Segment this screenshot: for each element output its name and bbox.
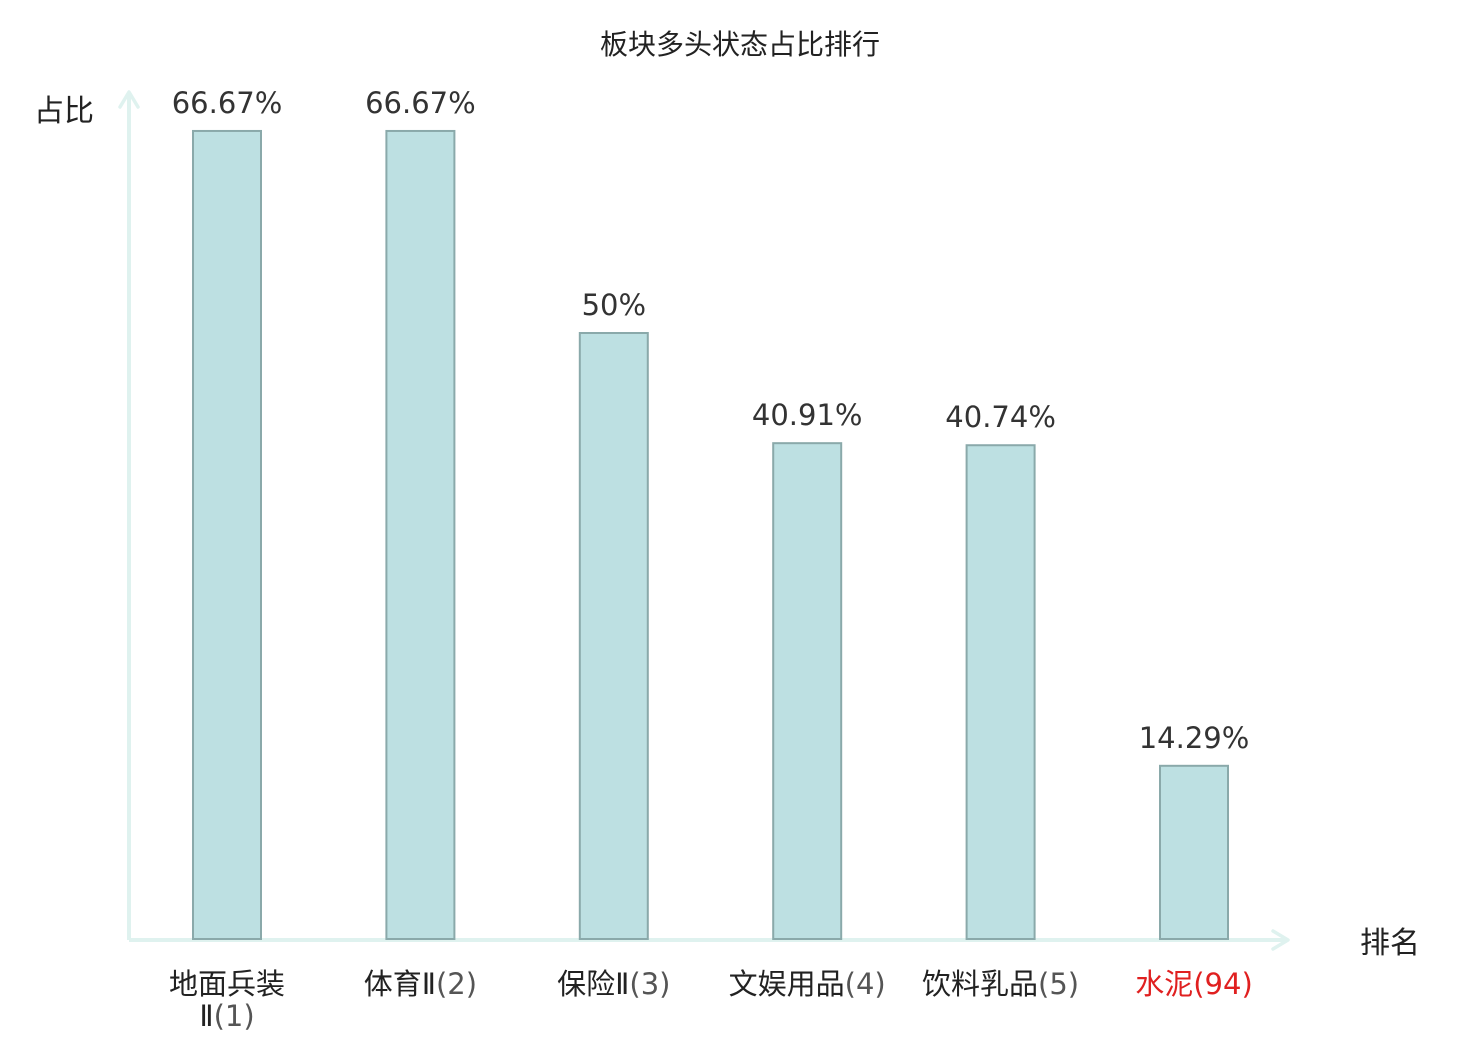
chart-title: 板块多头状态占比排行 xyxy=(600,28,880,61)
x-tick-label-name: 体育Ⅱ xyxy=(364,967,436,1001)
x-tick-label-name: 饮料乳品 xyxy=(922,967,1038,1001)
bar xyxy=(385,129,456,940)
x-tick-label: 体育Ⅱ(2) xyxy=(364,967,477,1001)
x-tick-label-rank: (94) xyxy=(1193,967,1253,1001)
x-tick-label-name: 水泥 xyxy=(1135,967,1193,1001)
bar xyxy=(192,129,262,940)
x-axis-label: 排名 xyxy=(1360,926,1420,961)
bar xyxy=(965,444,1036,940)
x-tick-label-rank: (3) xyxy=(629,967,670,1001)
bar-value-label: 40.91% xyxy=(752,398,863,432)
bar-series: 66.67% 地面兵装 Ⅱ(1) 66.67% 体育Ⅱ(2) 50% 保险Ⅱ(3) 40.91… xyxy=(169,86,1253,1033)
x-tick-label-rank: Ⅱ(1) xyxy=(199,999,254,1033)
x-tick-label: 保险Ⅱ(3) xyxy=(557,967,670,1001)
x-tick-label-name: 地面兵装 xyxy=(169,967,285,1001)
x-tick-label: 水泥(94) xyxy=(1135,967,1253,1001)
x-tick-label-rank: (5) xyxy=(1038,967,1079,1001)
bar-value-label: 50% xyxy=(582,288,646,322)
bar xyxy=(772,442,843,940)
bar-value-label: 66.67% xyxy=(172,86,283,120)
bar-value-label: 40.74% xyxy=(945,400,1056,434)
bar xyxy=(578,332,649,940)
bar xyxy=(1159,764,1229,940)
x-tick-label-rank: (2) xyxy=(436,967,477,1001)
x-tick-label: 文娱用品(4) xyxy=(729,967,886,1001)
x-tick-label-rank: (4) xyxy=(845,967,886,1001)
x-tick-label-name: 文娱用品 xyxy=(729,967,845,1001)
x-tick-label: 饮料乳品(5) xyxy=(922,967,1079,1001)
x-tick-label: 地面兵装 Ⅱ(1) xyxy=(169,967,285,1033)
bar-value-label: 66.67% xyxy=(365,86,476,120)
y-axis-label: 占比 xyxy=(34,94,94,129)
bar-value-label: 14.29% xyxy=(1139,721,1250,755)
x-tick-label-name: 保险Ⅱ xyxy=(557,967,629,1001)
